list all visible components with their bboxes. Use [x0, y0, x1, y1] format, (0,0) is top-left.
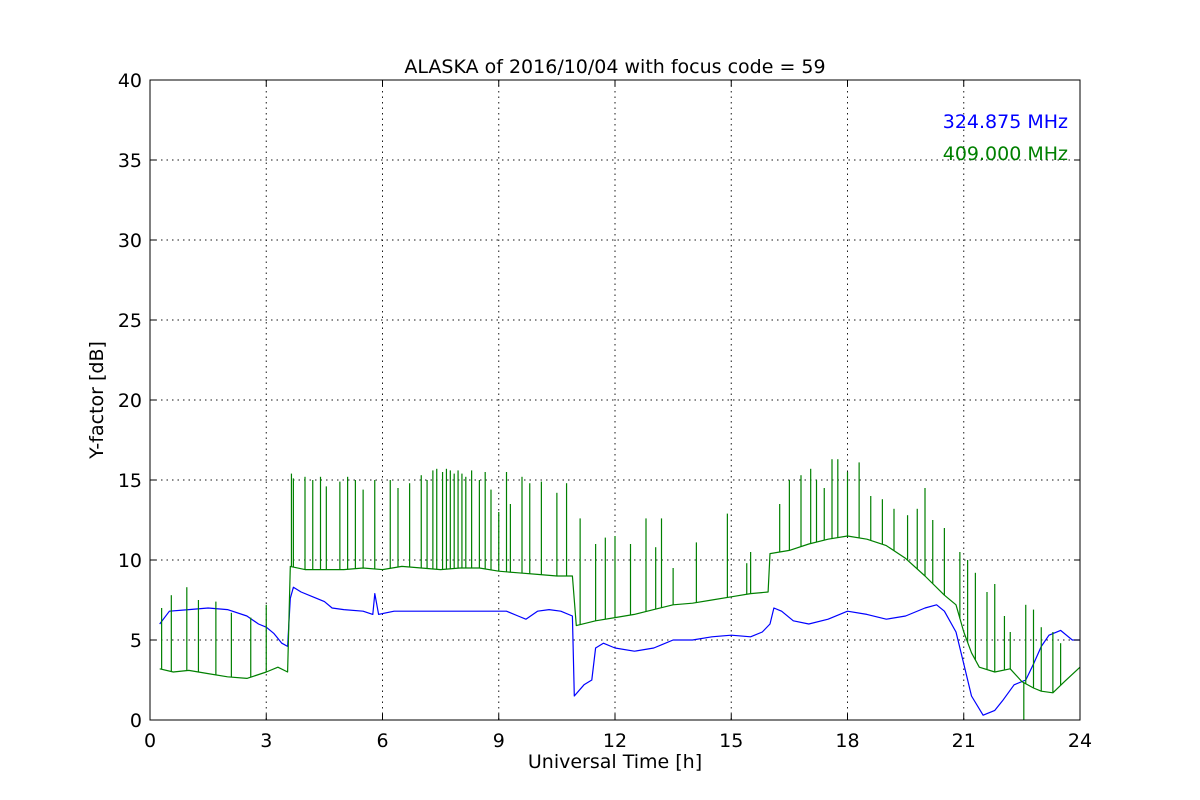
x-tick-label: 3	[260, 730, 272, 752]
y-axis-label: Y-factor [dB]	[86, 341, 108, 460]
x-tick-label: 18	[835, 730, 859, 752]
tick-labels: 0 3 6 9 12 15 18 21 24 0 5 10 15 20 25 30 35 40	[118, 70, 1092, 752]
y-tick-label: 5	[130, 630, 142, 652]
ticks	[149, 79, 1081, 721]
y-tick-label: 15	[118, 470, 142, 492]
y-tick-label: 10	[118, 550, 142, 572]
y-tick-label: 35	[118, 150, 142, 172]
y-tick-label: 40	[118, 70, 142, 92]
x-tick-label: 12	[603, 730, 627, 752]
legend-item-409-000-mhz: 409.000 MHz	[943, 143, 1068, 165]
y-tick-label: 30	[118, 230, 142, 252]
y-tick-label: 25	[118, 310, 142, 332]
y-tick-label: 0	[130, 710, 142, 732]
x-tick-label: 21	[952, 730, 976, 752]
y-tick-label: 20	[118, 390, 142, 412]
chart-title: ALASKA of 2016/10/04 with focus code = 5…	[404, 56, 825, 78]
x-axis-label: Universal Time [h]	[528, 751, 702, 773]
legend-item-324-875-mhz: 324.875 MHz	[943, 111, 1068, 133]
series-line-324-875-mhz	[159, 586, 1080, 716]
x-tick-label: 0	[144, 730, 156, 752]
x-tick-label: 6	[376, 730, 388, 752]
series-layer	[159, 459, 1081, 720]
x-tick-label: 15	[719, 730, 743, 752]
x-tick-label: 24	[1068, 730, 1092, 752]
x-tick-label: 9	[493, 730, 505, 752]
